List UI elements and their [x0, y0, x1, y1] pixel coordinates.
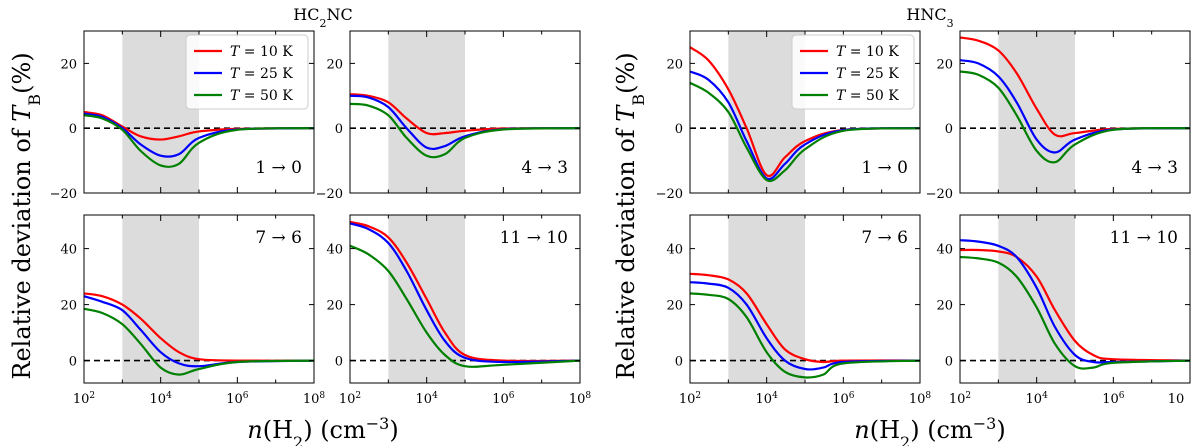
series-line-t50: [350, 102, 580, 159]
x-tick-label: 106: [1102, 391, 1125, 407]
legend-entry-label: T = 50 K: [230, 88, 293, 104]
y-tick-label: 20: [60, 57, 77, 72]
series-line-t10: [960, 36, 1190, 138]
panel-7: 0 20 40 102 104 106 108 7 → 6: [666, 214, 932, 407]
x-axis-label-left: n(H2) (cm−3): [247, 414, 398, 446]
transition-label: 11 → 10: [500, 228, 568, 248]
y-tick-label: 40: [326, 243, 343, 258]
x-tick-label: 108: [303, 391, 326, 407]
x-tick-label: 106: [226, 391, 249, 407]
transition-label: 7 → 6: [861, 228, 908, 248]
transition-label: 1 → 0: [861, 158, 908, 178]
transition-label: 4 → 3: [521, 158, 568, 178]
legend-entry-label: T = 10 K: [230, 44, 293, 60]
series-line-t10: [690, 272, 920, 364]
y-tick-label: −20: [50, 187, 77, 202]
x-tick-label: 102: [679, 391, 701, 407]
y-tick-label: 0: [945, 355, 953, 370]
series-line-t50: [960, 255, 1190, 370]
y-tick-label: 0: [69, 122, 77, 137]
y-tick-label: 0: [675, 122, 683, 137]
y-tick-label: 20: [666, 299, 683, 314]
y-tick-label: 20: [936, 299, 953, 314]
legend-box: [791, 34, 915, 110]
x-tick-label: 102: [949, 391, 971, 407]
transition-label: 4 → 3: [1131, 158, 1178, 178]
legend-entry-label: T = 25 K: [230, 66, 293, 82]
series-line-t10: [84, 292, 314, 362]
y-tick-label: 0: [69, 355, 77, 370]
x-tick-label: 102: [339, 391, 361, 407]
y-axis-label-left: Relative deviation of TB(%): [8, 52, 44, 379]
group-title-hc2nc: HC2NC: [293, 5, 352, 30]
x-tick-label: 10: [1168, 392, 1185, 407]
y-tick-label: 40: [60, 243, 77, 258]
panels-layer: −20 0 20 1 → 0 T = 10 K T = 25 K T = 50 K −20 0 2…: [50, 30, 1191, 407]
transition-label: 11 → 10: [1110, 228, 1178, 248]
group-title-hnc3: HNC3: [906, 5, 953, 30]
x-axis-label-right: n(H2) (cm−3): [854, 414, 1005, 446]
y-axis-label-right: Relative deviation of TB(%): [612, 52, 648, 379]
panel-8: 0 20 40 102 104 106 10 11 → 10: [936, 214, 1191, 407]
legend-entry-label: T = 50 K: [836, 88, 899, 104]
shaded-band: [728, 215, 805, 383]
panel-5: −20 0 20 1 → 0 T = 10 K T = 25 K T = 50 K: [656, 30, 921, 202]
series-line-t50: [84, 307, 314, 376]
x-tick-label: 102: [73, 391, 95, 407]
shaded-band: [998, 215, 1075, 383]
y-tick-label: 20: [326, 57, 343, 72]
y-tick-label: −20: [656, 187, 683, 202]
series-line-t50: [690, 81, 920, 183]
y-tick-label: 20: [326, 299, 343, 314]
legend: T = 10 K T = 25 K T = 50 K: [791, 34, 915, 110]
y-tick-label: 20: [60, 299, 77, 314]
series-line-t25: [350, 222, 580, 364]
y-tick-label: 20: [936, 57, 953, 72]
y-tick-label: 40: [936, 243, 953, 258]
x-tick-label: 104: [756, 391, 779, 407]
legend-box: [185, 34, 309, 110]
series-line-t50: [690, 292, 920, 379]
y-tick-label: 0: [945, 122, 953, 137]
legend: T = 10 K T = 25 K T = 50 K: [185, 34, 309, 110]
y-tick-label: 0: [675, 355, 683, 370]
series-line-t10: [350, 93, 580, 136]
y-tick-label: 20: [666, 57, 683, 72]
x-tick-label: 106: [492, 391, 515, 407]
x-tick-label: 108: [569, 391, 592, 407]
y-tick-label: 40: [666, 243, 683, 258]
legend-entry-label: T = 25 K: [836, 66, 899, 82]
x-tick-label: 106: [832, 391, 855, 407]
y-tick-label: −20: [316, 187, 343, 202]
x-tick-label: 104: [416, 391, 439, 407]
panel-6: −20 0 20 4 → 3: [926, 30, 1191, 202]
series-line-t10: [350, 220, 580, 363]
panel-3: 0 20 40 102 104 106 108 7 → 6: [60, 214, 326, 407]
y-tick-label: 0: [335, 355, 343, 370]
series-line-t50: [960, 70, 1190, 164]
series-line-t25: [690, 70, 920, 181]
panel-4: 0 20 40 102 104 106 108 11 → 10: [326, 214, 592, 407]
panel-2: −20 0 20 4 → 3: [316, 30, 581, 202]
series-line-t25: [690, 281, 920, 371]
y-tick-label: 0: [335, 122, 343, 137]
series-line-t25: [960, 239, 1190, 364]
x-tick-label: 108: [909, 391, 932, 407]
series-line-t10: [960, 248, 1190, 362]
x-tick-label: 104: [1026, 391, 1049, 407]
y-tick-label: −20: [926, 187, 953, 202]
transition-label: 7 → 6: [255, 228, 302, 248]
shaded-band: [122, 215, 199, 383]
legend-entry-label: T = 10 K: [836, 44, 899, 60]
panel-1: −20 0 20 1 → 0 T = 10 K T = 25 K T = 50 K: [50, 30, 315, 202]
series-line-t50: [350, 244, 580, 368]
x-tick-label: 104: [150, 391, 173, 407]
shaded-band: [998, 31, 1075, 193]
series-line-t10: [84, 110, 314, 141]
transition-label: 1 → 0: [255, 158, 302, 178]
series-line-t50: [84, 114, 314, 168]
